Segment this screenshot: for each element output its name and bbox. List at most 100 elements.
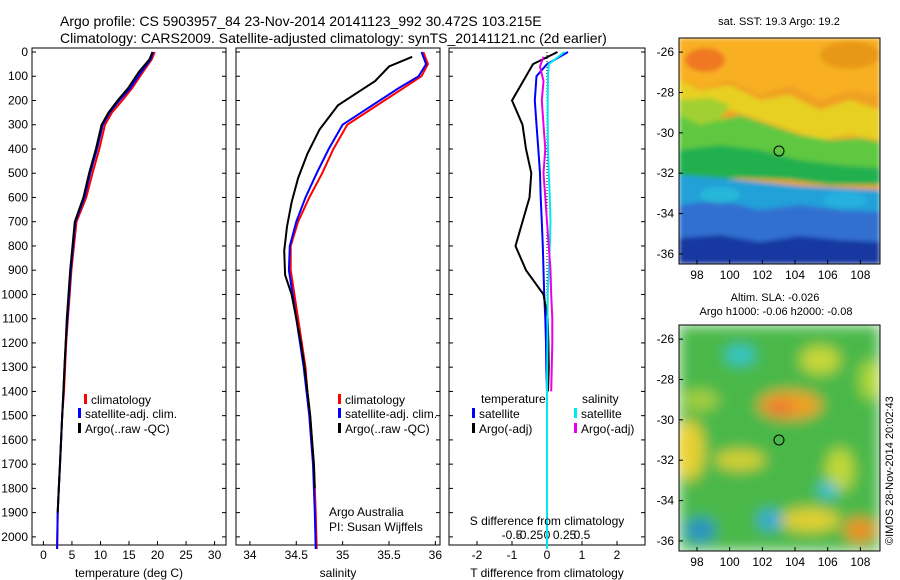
- series-line-satellite-adj-clim: [287, 51, 428, 550]
- legend-label-argo: Argo(..raw -QC): [85, 422, 170, 436]
- s-tick-label: -0.5: [502, 528, 523, 542]
- legend-swatch-sal-satellite: [574, 408, 577, 418]
- temperature-xlabel: temperature (deg C): [75, 566, 183, 580]
- legend-swatch-satellite: [338, 408, 341, 418]
- t-tick-label: 1: [579, 548, 586, 562]
- s-tick-label: -0.25: [516, 528, 544, 542]
- depth-tick-label: 300: [8, 118, 28, 132]
- sla-map: [679, 325, 880, 551]
- depth-tick-label: 1600: [1, 433, 28, 447]
- legend-swatch-climatology: [84, 394, 87, 404]
- s-tick-label: 0.5: [574, 528, 591, 542]
- legend-label-satellite: satellite-adj. clim.: [345, 407, 437, 421]
- lon-tick-label: 108: [850, 268, 870, 282]
- lon-tick-label: 100: [720, 268, 740, 282]
- legend-label-sal-argo: Argo(-adj): [581, 422, 634, 436]
- depth-axis: 0 100 200 300 400 500 600 700 800 900 1000 1100 1200…: [1, 45, 645, 544]
- lon-tick-label: 102: [752, 268, 772, 282]
- sla-map-subtitle: Argo h1000: -0.06 h2000: -0.08: [700, 306, 853, 318]
- lat-tick-label: -30: [657, 126, 675, 140]
- credit-argo-australia: Argo Australia: [329, 505, 404, 519]
- legend-swatch-temp-satellite: [472, 408, 475, 418]
- lat-tick-label: -34: [657, 207, 675, 221]
- legend-label-climatology: climatology: [91, 393, 151, 407]
- x-tick-label: 35.5: [377, 548, 401, 562]
- legend-swatch-temp-argo: [472, 423, 475, 433]
- depth-tick-label: 200: [8, 93, 28, 107]
- depth-tick-label: 700: [8, 215, 28, 229]
- x-tick-label: 30: [208, 548, 222, 562]
- lon-tick-label: 98: [690, 555, 704, 569]
- lon-tick-label: 106: [818, 555, 838, 569]
- lon-tick-label: 108: [850, 555, 870, 569]
- depth-tick-label: 800: [8, 239, 28, 253]
- temperature-profile-plot: 0 5 10 15 20 25 30: [40, 51, 222, 562]
- lon-tick-label: 100: [720, 555, 740, 569]
- credit-pi: PI: Susan Wijffels: [329, 520, 423, 534]
- depth-tick-label: 500: [8, 166, 28, 180]
- t-difference-xlabel: T difference from climatology: [470, 566, 624, 580]
- legend-label-climatology: climatology: [345, 393, 405, 407]
- lat-tick-label: -36: [657, 247, 675, 261]
- s-tick-label: 0.25: [553, 528, 577, 542]
- lon-tick-label: 104: [785, 555, 805, 569]
- depth-tick-label: 2000: [1, 530, 28, 544]
- difference-legend: temperature salinity satellite Argo(-adj…: [472, 392, 634, 436]
- temperature-legend: climatology satellite-adj. clim. Argo(..…: [78, 393, 177, 436]
- lon-tick-label: 102: [752, 555, 772, 569]
- depth-tick-label: 1700: [1, 457, 28, 471]
- lat-tick-label: -32: [657, 453, 675, 467]
- depth-tick-label: 1400: [1, 384, 28, 398]
- legend-label-sal-satellite: satellite: [581, 407, 622, 421]
- lon-tick-label: 104: [785, 268, 805, 282]
- imos-credit: ©IMOS 28-Nov-2014 20:02:43: [884, 396, 896, 545]
- series-line-argo-raw-qc: [56, 51, 154, 513]
- series-line-climatology: [289, 51, 429, 550]
- lon-tick-label: 106: [818, 268, 838, 282]
- legend-swatch-argo: [78, 423, 81, 433]
- sst-map-title: sat. SST: 19.3 Argo: 19.2: [718, 16, 840, 28]
- depth-tick-label: 600: [8, 190, 28, 204]
- x-tick-label: 20: [151, 548, 165, 562]
- depth-tick-label: 1800: [1, 481, 28, 495]
- sst-map-axes: -26 -28 -30 -32 -34 -36 98 100 102 104 106 108: [657, 45, 871, 282]
- t-tick-label: -2: [472, 548, 483, 562]
- legend-swatch-climatology: [338, 394, 341, 404]
- lat-tick-label: -26: [657, 45, 675, 59]
- temperature-panel-frame: [31, 47, 227, 546]
- lat-tick-label: -30: [657, 413, 675, 427]
- x-tick-label: 34.5: [285, 548, 309, 562]
- header-title-line2: Climatology: CARS2009. Satellite-adjuste…: [60, 30, 607, 46]
- depth-tick-label: 1200: [1, 336, 28, 350]
- depth-tick-label: 0: [21, 45, 28, 59]
- sla-map-title: Altim. SLA: -0.026: [731, 292, 820, 304]
- lat-tick-label: -28: [657, 85, 675, 99]
- legend-swatch-argo: [338, 423, 341, 433]
- salinity-legend: climatology satellite-adj. clim. Argo(..…: [329, 393, 437, 534]
- depth-tick-label: 1900: [1, 506, 28, 520]
- series-line-climatology: [56, 51, 156, 550]
- legend-label-satellite: satellite-adj. clim.: [85, 407, 177, 421]
- depth-tick-label: 1100: [2, 312, 28, 326]
- salinity-profile-plot: 34 34.5 35 35.5 36: [243, 51, 442, 562]
- t-tick-label: -1: [507, 548, 518, 562]
- legend-label-argo: Argo(..raw -QC): [345, 422, 430, 436]
- depth-tick-label: 1300: [1, 360, 28, 374]
- series-line-salinity-argo-adj: [538, 56, 554, 392]
- x-tick-label: 15: [122, 548, 136, 562]
- argo-location-marker: [773, 145, 785, 157]
- t-tick-label: 2: [614, 548, 621, 562]
- lat-tick-label: -36: [657, 534, 675, 548]
- x-tick-label: 25: [179, 548, 193, 562]
- salinity-panel-frame: [235, 47, 441, 546]
- legend-label-temp-satellite: satellite: [479, 407, 520, 421]
- x-tick-label: 35: [336, 548, 350, 562]
- depth-tick-label: 1500: [1, 409, 28, 423]
- legend-salinity-title: salinity: [582, 392, 619, 406]
- x-tick-label: 0: [40, 548, 47, 562]
- lat-tick-label: -34: [657, 494, 675, 508]
- lon-tick-label: 98: [690, 268, 704, 282]
- x-tick-label: 5: [69, 548, 76, 562]
